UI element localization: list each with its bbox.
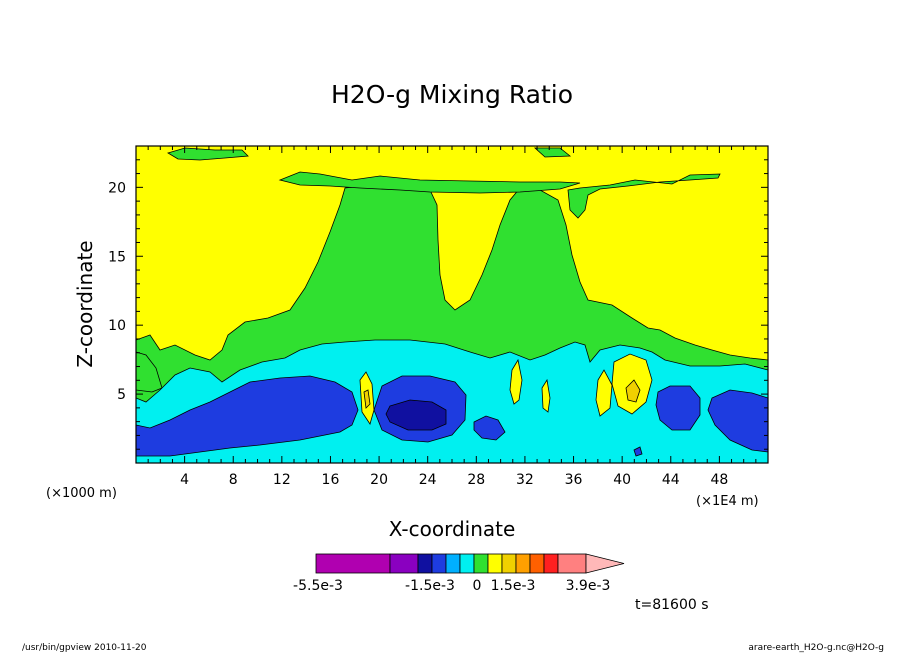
x-tick-label: 36	[565, 472, 583, 488]
contour-region-orange	[625, 379, 641, 403]
x-axis: 4 8 12 16 20 24 28 32 36 40 44 48	[147, 146, 757, 488]
colorbar-segment	[417, 553, 433, 574]
y-axis: 5 10 15 20	[108, 159, 768, 450]
colorbar-tick-labels: -5.5e-3 -1.5e-3 0 1.5e-3 3.9e-3	[293, 578, 610, 594]
x-tick-label: 24	[419, 472, 437, 488]
contour-field	[136, 146, 768, 463]
contour-region-green	[278, 171, 581, 194]
x-tick-label: 16	[322, 472, 340, 488]
contour-region-green	[167, 147, 249, 161]
x-tick-label: 44	[662, 472, 680, 488]
colorbar-segment	[431, 553, 447, 574]
x-tick-label: 48	[710, 472, 728, 488]
colorbar-tick-label: -1.5e-3	[405, 578, 455, 594]
y-tick-label: 10	[108, 318, 126, 334]
x-tick-label: 12	[273, 472, 291, 488]
contour-region-blue	[633, 446, 643, 457]
footer-left: /usr/bin/gpview 2010-11-20	[22, 643, 147, 653]
contour-region-blue	[655, 385, 701, 431]
colorbar-segment	[459, 553, 475, 574]
contour-region-orange	[363, 389, 371, 409]
colorbar-segment	[389, 553, 419, 574]
y-tick-label: 20	[108, 180, 126, 196]
colorbar-tick-label: -5.5e-3	[293, 578, 343, 594]
x-scale-label: (×1E4 m)	[696, 494, 759, 509]
x-unit-label: (×1000 m)	[46, 486, 117, 501]
colorbar-tick-label: 3.9e-3	[566, 578, 611, 594]
colorbar-segment	[557, 553, 587, 574]
time-label: t=81600 s	[635, 597, 709, 613]
colorbar-tick-label: 0	[473, 578, 482, 594]
colorbar-segment	[473, 553, 489, 574]
contour-region-darkblue	[385, 399, 447, 431]
x-tick-label: 28	[467, 472, 485, 488]
chart-title: H2O-g Mixing Ratio	[331, 80, 573, 109]
colorbar-tick-label: 1.5e-3	[491, 578, 536, 594]
contour-region-green	[533, 147, 572, 158]
x-tick-label: 4	[180, 472, 189, 488]
footer-right: arare-earth_H2O-g.nc@H2O-g	[748, 643, 884, 653]
colorbar-segment	[487, 553, 503, 574]
x-axis-label: X-coordinate	[389, 517, 516, 541]
y-tick-label: 5	[117, 387, 126, 403]
contour-region-yellow	[595, 369, 613, 417]
colorbar-segment	[543, 553, 559, 574]
colorbar	[315, 553, 625, 574]
contour-region-blue	[136, 375, 359, 457]
contour-region-blue	[707, 389, 768, 453]
colorbar-segment	[501, 553, 517, 574]
x-tick-label: 40	[613, 472, 631, 488]
x-tick-label: 8	[229, 472, 238, 488]
x-tick-label: 32	[516, 472, 534, 488]
x-tick-label: 20	[370, 472, 388, 488]
contour-region-green	[567, 173, 721, 219]
y-tick-label: 15	[108, 249, 126, 265]
colorbar-segment	[445, 553, 461, 574]
contour-region-yellow	[509, 358, 523, 405]
contour-region-blue	[473, 415, 506, 441]
colorbar-arrow	[585, 553, 625, 574]
colorbar-segment	[515, 553, 531, 574]
contour-region-yellow	[541, 378, 551, 413]
y-axis-label: Z-coordinate	[73, 240, 97, 367]
colorbar-segment	[529, 553, 545, 574]
colorbar-segment	[315, 553, 391, 574]
